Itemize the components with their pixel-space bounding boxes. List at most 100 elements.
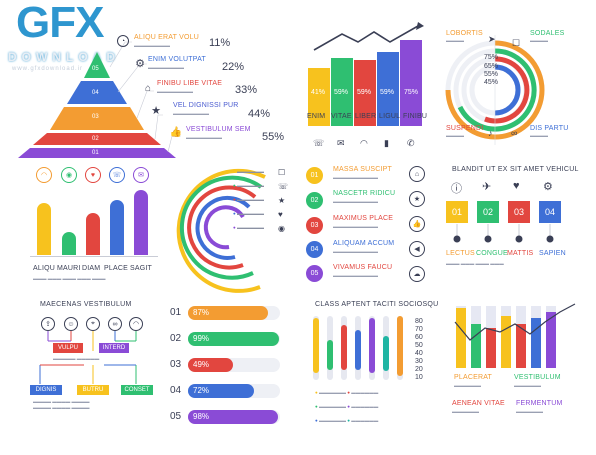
pyr-label-2: ENIM VOLUTPAT (148, 56, 206, 63)
pyr-label-5: VESTIBULUM SEM (186, 126, 251, 133)
ring-label-tr: SODALES (530, 30, 565, 37)
tree-box-interd: INTERD (99, 343, 129, 353)
gfx-logo: GFX DOWNLOAD www.gfxdownload.ir (0, 0, 126, 78)
progress-pct-1: 87% (193, 308, 210, 317)
arc-icon-1: ☐ (278, 168, 286, 177)
combo-label-4: FERMENTUM (516, 400, 563, 407)
steps-connectors (453, 224, 554, 243)
pie-icon: ◔ (117, 35, 129, 47)
thin-legend-1: ● ▬▬▬▬▬▬ ● ▬▬▬▬▬▬ (315, 390, 379, 395)
growth-val-2: 59% (334, 89, 349, 96)
step-box-1: 01 (446, 201, 468, 223)
arc-legend-2: ● ▬▬▬▬▬▬ (233, 183, 264, 188)
growth-chart (308, 22, 424, 126)
pyr-label-3: FINIBU LIBE VITAE (157, 80, 223, 87)
ring-val-1: 75% (484, 54, 499, 61)
progress-fill-4 (188, 384, 254, 398)
combo-line (454, 303, 576, 341)
option-desc-1: ▬▬▬▬▬▬▬▬▬▬ (333, 175, 378, 180)
wifi-round-icon: ◠ (36, 167, 52, 183)
mail-icon: ✉ (337, 138, 345, 148)
thin-axis-50: 50 (415, 342, 423, 349)
option-num-5: 05 (306, 265, 323, 282)
progress-pct-5: 98% (193, 412, 210, 421)
option-label-1: MASSA SUSCIPT (333, 166, 393, 173)
vbar-5 (134, 190, 148, 255)
vbar-label-1: ALIQU (33, 265, 56, 272)
progress-num-1: 01 (170, 307, 182, 318)
call-icon: ☏ (109, 167, 125, 183)
pyr-num-05: 05 (92, 66, 99, 72)
progress-fill-3 (188, 358, 233, 372)
combo-desc-2: ▬▬▬▬▬▬ (514, 383, 541, 388)
trend-arrow (313, 25, 419, 51)
pyr-pct-1: 11% (209, 37, 231, 49)
wifi-small-icon: ◠ (129, 317, 143, 331)
growth-label-1: ENIM (307, 113, 326, 120)
thin-bar-1 (313, 318, 319, 373)
pyr-pct-2: 22% (222, 61, 245, 73)
tree-lines (39, 331, 137, 384)
option-num-1: 01 (306, 167, 323, 184)
growth-bar-3 (354, 60, 376, 126)
ring-label-bl: SUSPENDI (446, 125, 484, 132)
pyr-label-1: ALIQU ERAT VOLU (134, 34, 199, 41)
growth-bar-1 (308, 68, 330, 126)
combo-bar-6 (531, 318, 541, 368)
option-num-2: 02 (306, 192, 323, 209)
pyr-pct-5: 55% (262, 131, 285, 143)
option-label-2: NASCETR RIDICU (333, 190, 396, 197)
pyr-desc-4: ▬▬▬▬▬▬▬▬ (173, 111, 209, 116)
vbar-label-3: DIAM (82, 265, 101, 272)
combo-bar-2 (471, 324, 481, 368)
thin-title: CLASS APTENT TACITI SOCIOSQU (315, 301, 439, 308)
progress-pct-4: 72% (193, 386, 210, 395)
star-icon: ★ (151, 104, 161, 117)
growth-bar-4 (377, 52, 399, 126)
pyr-desc-5: ▬▬▬▬▬▬▬▬ (186, 135, 222, 140)
ring-label-br: DIS PARTU (530, 125, 569, 132)
steps-icon-1: ⓘ (451, 183, 462, 195)
steps-desc: ▬▬▬ ▬▬▬ ▬▬▬ ▬▬▬ (446, 261, 504, 266)
link-icon: ∞ (511, 128, 518, 138)
tree-title: MAECENAS VESTIBULUM (40, 301, 132, 308)
thin-bar-6 (383, 336, 389, 371)
steps-icon-3: ♥ (513, 180, 520, 192)
progress-fill-5 (188, 410, 278, 424)
growth-bar-2 (331, 58, 353, 126)
pyr-num-03: 03 (92, 114, 99, 120)
pyr-pct-3: 33% (235, 84, 258, 96)
pin-icon: ⌖ (86, 317, 100, 331)
combo-bar-4 (501, 316, 511, 368)
growth-val-5: 75% (404, 89, 419, 96)
progress-num-4: 04 (170, 385, 182, 396)
thin-axis-30: 30 (415, 358, 423, 365)
logo-sub: DOWNLOAD (8, 50, 120, 64)
step-box-3: 03 (508, 201, 530, 223)
combo-label-1: PLACERAT (454, 374, 493, 381)
share-icon: ⇪ (41, 317, 55, 331)
option-num-3: 03 (306, 217, 323, 234)
star-round-icon: ★ (409, 191, 425, 207)
growth-label-4: LIGUL (379, 113, 401, 120)
progress-pct-2: 99% (193, 334, 210, 343)
steps-icon-4: ⚙ (543, 181, 553, 193)
wifi-icon: ◠ (360, 138, 368, 148)
ring-desc-bl: ▬▬▬▬ (446, 133, 464, 138)
thin-bar-7 (397, 316, 403, 376)
vbar-baseline (30, 256, 158, 257)
logo-main: GFX (16, 0, 104, 47)
pyramid-level-5 (84, 52, 110, 78)
arc-icon-3: ★ (278, 196, 286, 205)
ring-val-4: 45% (484, 79, 499, 86)
tree-bottom-desc2: ▬▬▬▬ ▬▬▬▬ ▬▬▬▬ (33, 405, 90, 410)
user-icon: ☺ (64, 317, 78, 331)
growth-val-1: 41% (311, 89, 326, 96)
bank-icon: ⌂ (144, 82, 152, 94)
option-desc-4: ▬▬▬▬▬▬▬▬▬▬ (333, 249, 378, 254)
combo-desc-4: ▬▬▬▬▬▬ (516, 409, 543, 414)
vbar-1 (37, 203, 51, 255)
like-round-icon: 👍 (409, 216, 425, 232)
step-label-1: LECTUS (446, 250, 475, 257)
like-icon: ♥ (85, 167, 101, 183)
